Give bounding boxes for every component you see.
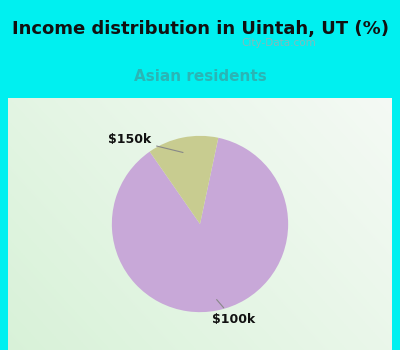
Text: Asian residents: Asian residents [134, 69, 266, 84]
Text: Income distribution in Uintah, UT (%): Income distribution in Uintah, UT (%) [12, 20, 388, 38]
Text: $150k: $150k [108, 133, 183, 153]
Wedge shape [112, 138, 288, 312]
Text: $100k: $100k [212, 300, 255, 326]
Text: City-Data.com: City-Data.com [241, 38, 316, 48]
Wedge shape [150, 136, 218, 224]
